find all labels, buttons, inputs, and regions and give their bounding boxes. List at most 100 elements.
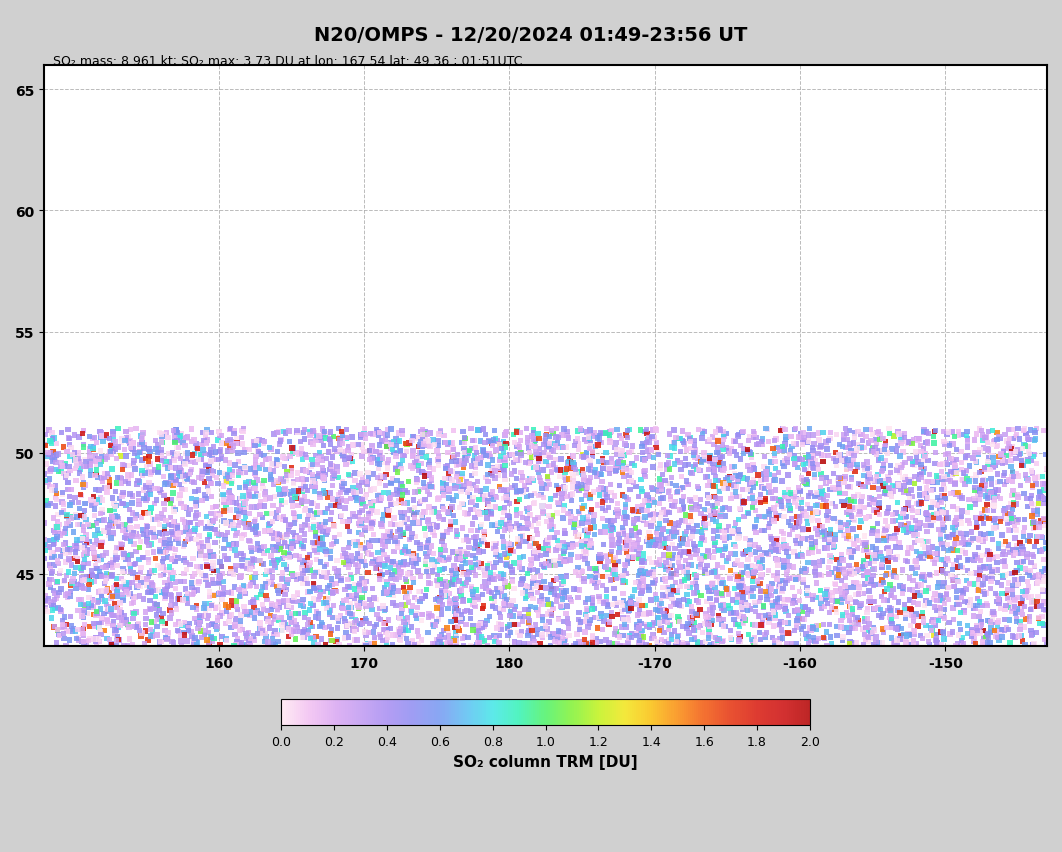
Point <box>830 438 847 452</box>
Point <box>970 446 987 460</box>
Point <box>375 486 392 499</box>
Point <box>908 607 925 621</box>
Point <box>331 439 348 452</box>
Point <box>272 435 289 448</box>
Point <box>76 497 93 510</box>
Point <box>86 632 103 646</box>
Point <box>1010 445 1027 458</box>
Point <box>375 586 392 600</box>
Point <box>983 478 1000 492</box>
Point <box>445 443 462 457</box>
Point <box>275 616 292 630</box>
Point <box>255 624 272 637</box>
Point <box>119 553 136 567</box>
Point <box>856 538 873 552</box>
Point <box>543 585 560 599</box>
Point <box>869 526 886 539</box>
Point <box>559 600 576 613</box>
Point <box>362 506 379 520</box>
Point <box>905 634 922 648</box>
Point <box>458 475 475 488</box>
Point <box>519 629 536 642</box>
Point <box>723 442 740 456</box>
Point <box>859 568 876 582</box>
Point <box>1007 607 1024 620</box>
Point <box>840 529 857 543</box>
Point <box>107 513 124 527</box>
Point <box>838 606 855 619</box>
Point <box>159 626 176 640</box>
Point <box>544 598 561 612</box>
Point <box>688 569 705 583</box>
Point <box>751 544 768 557</box>
Point <box>467 558 484 572</box>
Point <box>282 616 299 630</box>
Point <box>770 494 787 508</box>
Point <box>714 524 731 538</box>
Point <box>448 525 465 538</box>
Point <box>485 561 502 574</box>
Point <box>609 573 626 586</box>
Point <box>744 574 761 588</box>
Point <box>453 561 470 574</box>
Point <box>451 474 468 487</box>
Point <box>286 516 303 530</box>
Point <box>260 452 277 466</box>
Point <box>289 467 306 481</box>
Point <box>98 584 115 597</box>
Point <box>688 586 705 600</box>
Point <box>1004 465 1021 479</box>
Point <box>535 506 552 520</box>
Point <box>938 587 955 601</box>
Point <box>448 608 465 622</box>
Point <box>786 590 803 603</box>
Point <box>224 475 241 489</box>
Point <box>913 570 930 584</box>
Point <box>479 504 496 518</box>
Point <box>644 556 661 570</box>
Point <box>824 586 841 600</box>
Point <box>36 475 53 488</box>
Point <box>822 556 839 569</box>
Point <box>344 481 361 495</box>
Point <box>142 501 159 515</box>
Point <box>341 558 358 572</box>
Point <box>925 511 942 525</box>
Point <box>747 520 764 533</box>
Point <box>90 595 107 608</box>
Point <box>949 544 966 558</box>
Point <box>414 508 431 521</box>
Point <box>803 634 820 648</box>
Point <box>378 575 395 589</box>
Point <box>177 592 194 606</box>
Point <box>781 499 798 513</box>
Point <box>1020 580 1037 594</box>
Point <box>212 528 229 542</box>
Point <box>466 435 483 448</box>
Point <box>519 580 536 594</box>
Point <box>346 592 363 606</box>
Point <box>810 506 827 520</box>
Point <box>890 632 907 646</box>
Point <box>967 428 984 441</box>
Point <box>307 449 324 463</box>
Point <box>233 492 250 505</box>
Point <box>546 627 563 641</box>
Point <box>595 458 612 471</box>
Point <box>553 578 570 591</box>
Point <box>108 516 125 530</box>
Point <box>789 453 806 467</box>
Point <box>850 477 867 491</box>
Point <box>268 540 285 554</box>
Point <box>947 532 964 545</box>
Point <box>610 509 627 523</box>
Point <box>894 582 911 596</box>
Point <box>341 580 358 594</box>
Point <box>668 568 685 582</box>
Point <box>971 484 988 498</box>
Point <box>909 580 926 594</box>
Point <box>133 510 150 524</box>
Point <box>582 460 599 474</box>
Point <box>249 501 266 515</box>
Point <box>706 508 723 521</box>
